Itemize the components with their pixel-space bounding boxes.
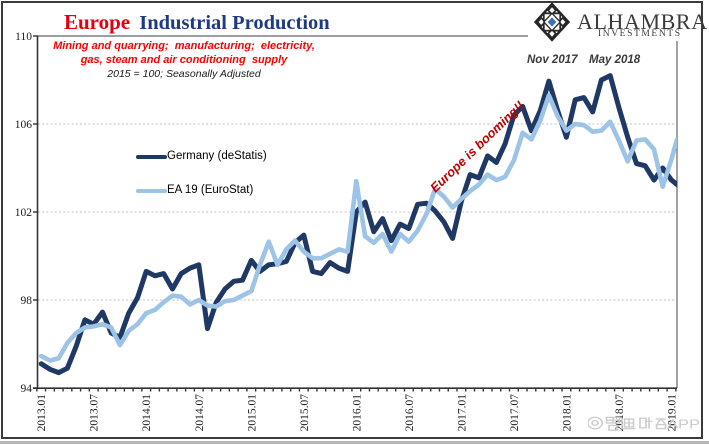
svg-text:2013.07: 2013.07 [89, 394, 101, 432]
svg-text:2019.01: 2019.01 [667, 394, 679, 432]
svg-text:2013.01: 2013.01 [36, 394, 48, 432]
svg-text:2018.01: 2018.01 [561, 394, 573, 432]
svg-text:2015.01: 2015.01 [246, 394, 258, 432]
svg-text:2015.07: 2015.07 [299, 394, 311, 432]
svg-text:2016.07: 2016.07 [404, 394, 416, 432]
svg-text:110: 110 [15, 31, 32, 43]
svg-text:98: 98 [21, 295, 33, 307]
svg-text:94: 94 [21, 383, 33, 395]
svg-text:2017.07: 2017.07 [509, 394, 521, 432]
svg-text:APP: APP [667, 417, 700, 431]
svg-text:2017.01: 2017.01 [456, 394, 468, 432]
svg-text:2016.01: 2016.01 [351, 394, 363, 432]
svg-text:102: 102 [15, 207, 33, 219]
svg-text:2014.07: 2014.07 [194, 394, 206, 432]
svg-text:106: 106 [15, 119, 33, 131]
svg-text:2018.07: 2018.07 [614, 394, 626, 432]
svg-text:2014.01: 2014.01 [141, 394, 153, 432]
